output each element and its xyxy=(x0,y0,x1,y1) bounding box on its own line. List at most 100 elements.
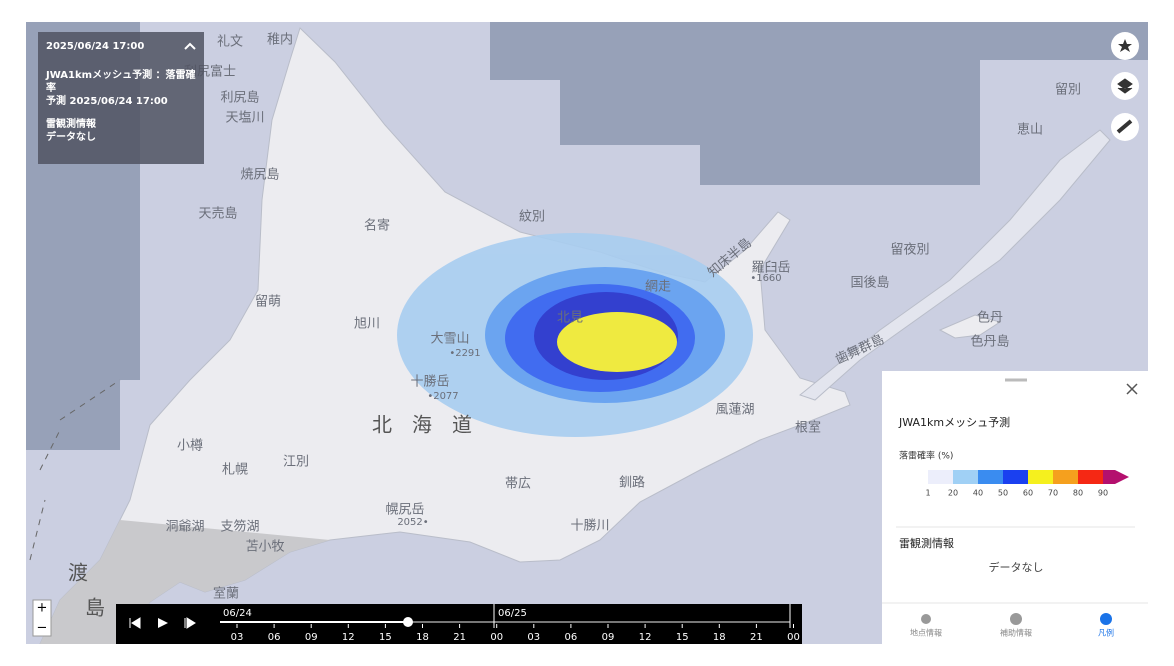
swatch xyxy=(953,470,978,484)
scale-tick-label: 1 xyxy=(925,489,930,498)
map-label: 焼尻島 xyxy=(240,168,279,183)
tab-icon xyxy=(1100,613,1112,625)
zoom-in[interactable]: + xyxy=(37,601,48,616)
boundary xyxy=(29,379,121,561)
map-label: 国後島 xyxy=(850,276,889,291)
hour-label: 15 xyxy=(676,632,689,643)
map-label: 札幌 xyxy=(222,462,248,478)
map-label: •2077 xyxy=(427,391,458,402)
map-label: 礼文 xyxy=(217,34,243,50)
map-label: 旭川 xyxy=(354,317,380,332)
close-button[interactable] xyxy=(1126,383,1138,395)
hour-label: 15 xyxy=(379,632,392,643)
swatch xyxy=(978,470,1003,484)
map-label: 風蓮湖 xyxy=(715,403,754,418)
step-forward[interactable] xyxy=(184,617,196,629)
timeline: 06/24 06/25 03 06 09 12 15 18 21 00 03 06 09 12 15 18… xyxy=(116,604,802,644)
map-label: 江別 xyxy=(283,455,309,470)
zoom-box xyxy=(32,599,52,637)
obs-title: 雷観測情報 xyxy=(46,119,96,130)
map-label: 羅臼岳 xyxy=(751,261,790,276)
map-label: 紋別 xyxy=(519,210,545,225)
obs-value: データなし xyxy=(989,560,1044,574)
swatch xyxy=(1003,470,1028,484)
map-label: 渡 xyxy=(68,561,88,585)
map-label: 帯広 xyxy=(505,477,531,492)
hour-label: 03 xyxy=(527,632,540,643)
thumb[interactable] xyxy=(403,617,413,627)
map-label: 北見 xyxy=(557,311,583,326)
ruler-icon xyxy=(1116,119,1133,134)
swatch xyxy=(1028,470,1053,484)
hour-label: 18 xyxy=(416,632,429,643)
tab[interactable]: 地点情報 xyxy=(910,628,942,638)
star-icon xyxy=(1118,39,1132,52)
forecast: 予測 2025/06/24 17:00 xyxy=(46,96,168,107)
hour-label: 21 xyxy=(750,632,763,643)
swatch xyxy=(1103,470,1129,484)
shikotan xyxy=(938,314,1002,339)
hour-label: 18 xyxy=(713,632,726,643)
map-label: 十勝岳 xyxy=(410,375,449,390)
swatch xyxy=(1053,470,1078,484)
hour-label: 12 xyxy=(342,632,355,643)
map-label: 洞爺湖 xyxy=(165,520,204,535)
scale-tick-label: 70 xyxy=(1048,489,1058,498)
panel-bg xyxy=(882,371,1148,644)
forecast-overlay xyxy=(397,233,753,437)
tab[interactable]: 凡例 xyxy=(1098,628,1114,638)
info-panel: 2025/06/24 17:00 JWA1kmメッシュ予測 ：落雷確率 予測 2… xyxy=(38,32,204,164)
map-label: 留夜別 xyxy=(890,243,929,258)
legend-panel: JWA1kmメッシュ予測 落雷確率 (%) 1 20 40 50 60 70 80 90 雷観… xyxy=(882,371,1148,644)
datetime: 2025/06/24 17:00 xyxy=(46,41,145,52)
map-label: 北 海 道 xyxy=(372,413,472,437)
tab-icon xyxy=(1010,613,1022,625)
map-label: 色丹島 xyxy=(970,334,1009,350)
play[interactable] xyxy=(158,618,168,628)
hour-label: 12 xyxy=(639,632,652,643)
map-label: 苫小牧 xyxy=(245,539,284,555)
map-label: 2052• xyxy=(397,517,428,528)
hour-label: 06 xyxy=(268,632,281,643)
map-label: 根室 xyxy=(795,420,821,436)
map-label: 十勝川 xyxy=(570,519,609,534)
map-label: 島 xyxy=(85,596,105,620)
map-label: 留萌 xyxy=(255,295,281,310)
map-label: 稚内 xyxy=(267,32,293,48)
map-label: 利尻島 xyxy=(220,91,259,106)
hour-label: 21 xyxy=(453,632,466,643)
map xyxy=(26,22,1148,644)
date-label: 06/25 xyxy=(498,608,527,619)
map-label: 名寄 xyxy=(364,218,390,234)
map-label: 恵山 xyxy=(1017,123,1043,138)
zoom-out[interactable]: − xyxy=(37,621,48,636)
product: JWA1kmメッシュ予測 ：落雷確率 xyxy=(46,70,196,94)
map-label: 釧路 xyxy=(619,475,645,491)
hour-label: 09 xyxy=(602,632,615,643)
hour-label: 00 xyxy=(787,632,800,643)
scale-tick-label: 60 xyxy=(1023,489,1033,498)
scale-tick-label: 90 xyxy=(1098,489,1108,498)
step-back[interactable] xyxy=(129,617,141,629)
legend-title: JWA1kmメッシュ予測 xyxy=(898,415,1010,429)
collapse-button[interactable] xyxy=(184,42,196,50)
date-label: 06/24 xyxy=(223,608,252,619)
map-label: •2291 xyxy=(449,348,480,359)
zoom-control: + − xyxy=(32,599,52,637)
map-label: 色丹 xyxy=(977,310,1003,326)
scale-title: 落雷確率 (%) xyxy=(899,450,953,462)
map-label: 支笏湖 xyxy=(220,519,259,535)
obs-value: データなし xyxy=(46,132,96,143)
land-outside xyxy=(40,520,330,644)
tab[interactable]: 補助情報 xyxy=(1000,628,1032,638)
hour-label: 03 xyxy=(231,632,244,643)
swatch xyxy=(928,470,953,484)
map-label: 大雪山 xyxy=(430,332,469,347)
map-label: 天売島 xyxy=(198,206,237,222)
map-label: 小樽 xyxy=(177,438,203,454)
timeline-bg xyxy=(116,604,802,644)
layer-icon xyxy=(1117,78,1133,94)
swatch xyxy=(1078,470,1103,484)
